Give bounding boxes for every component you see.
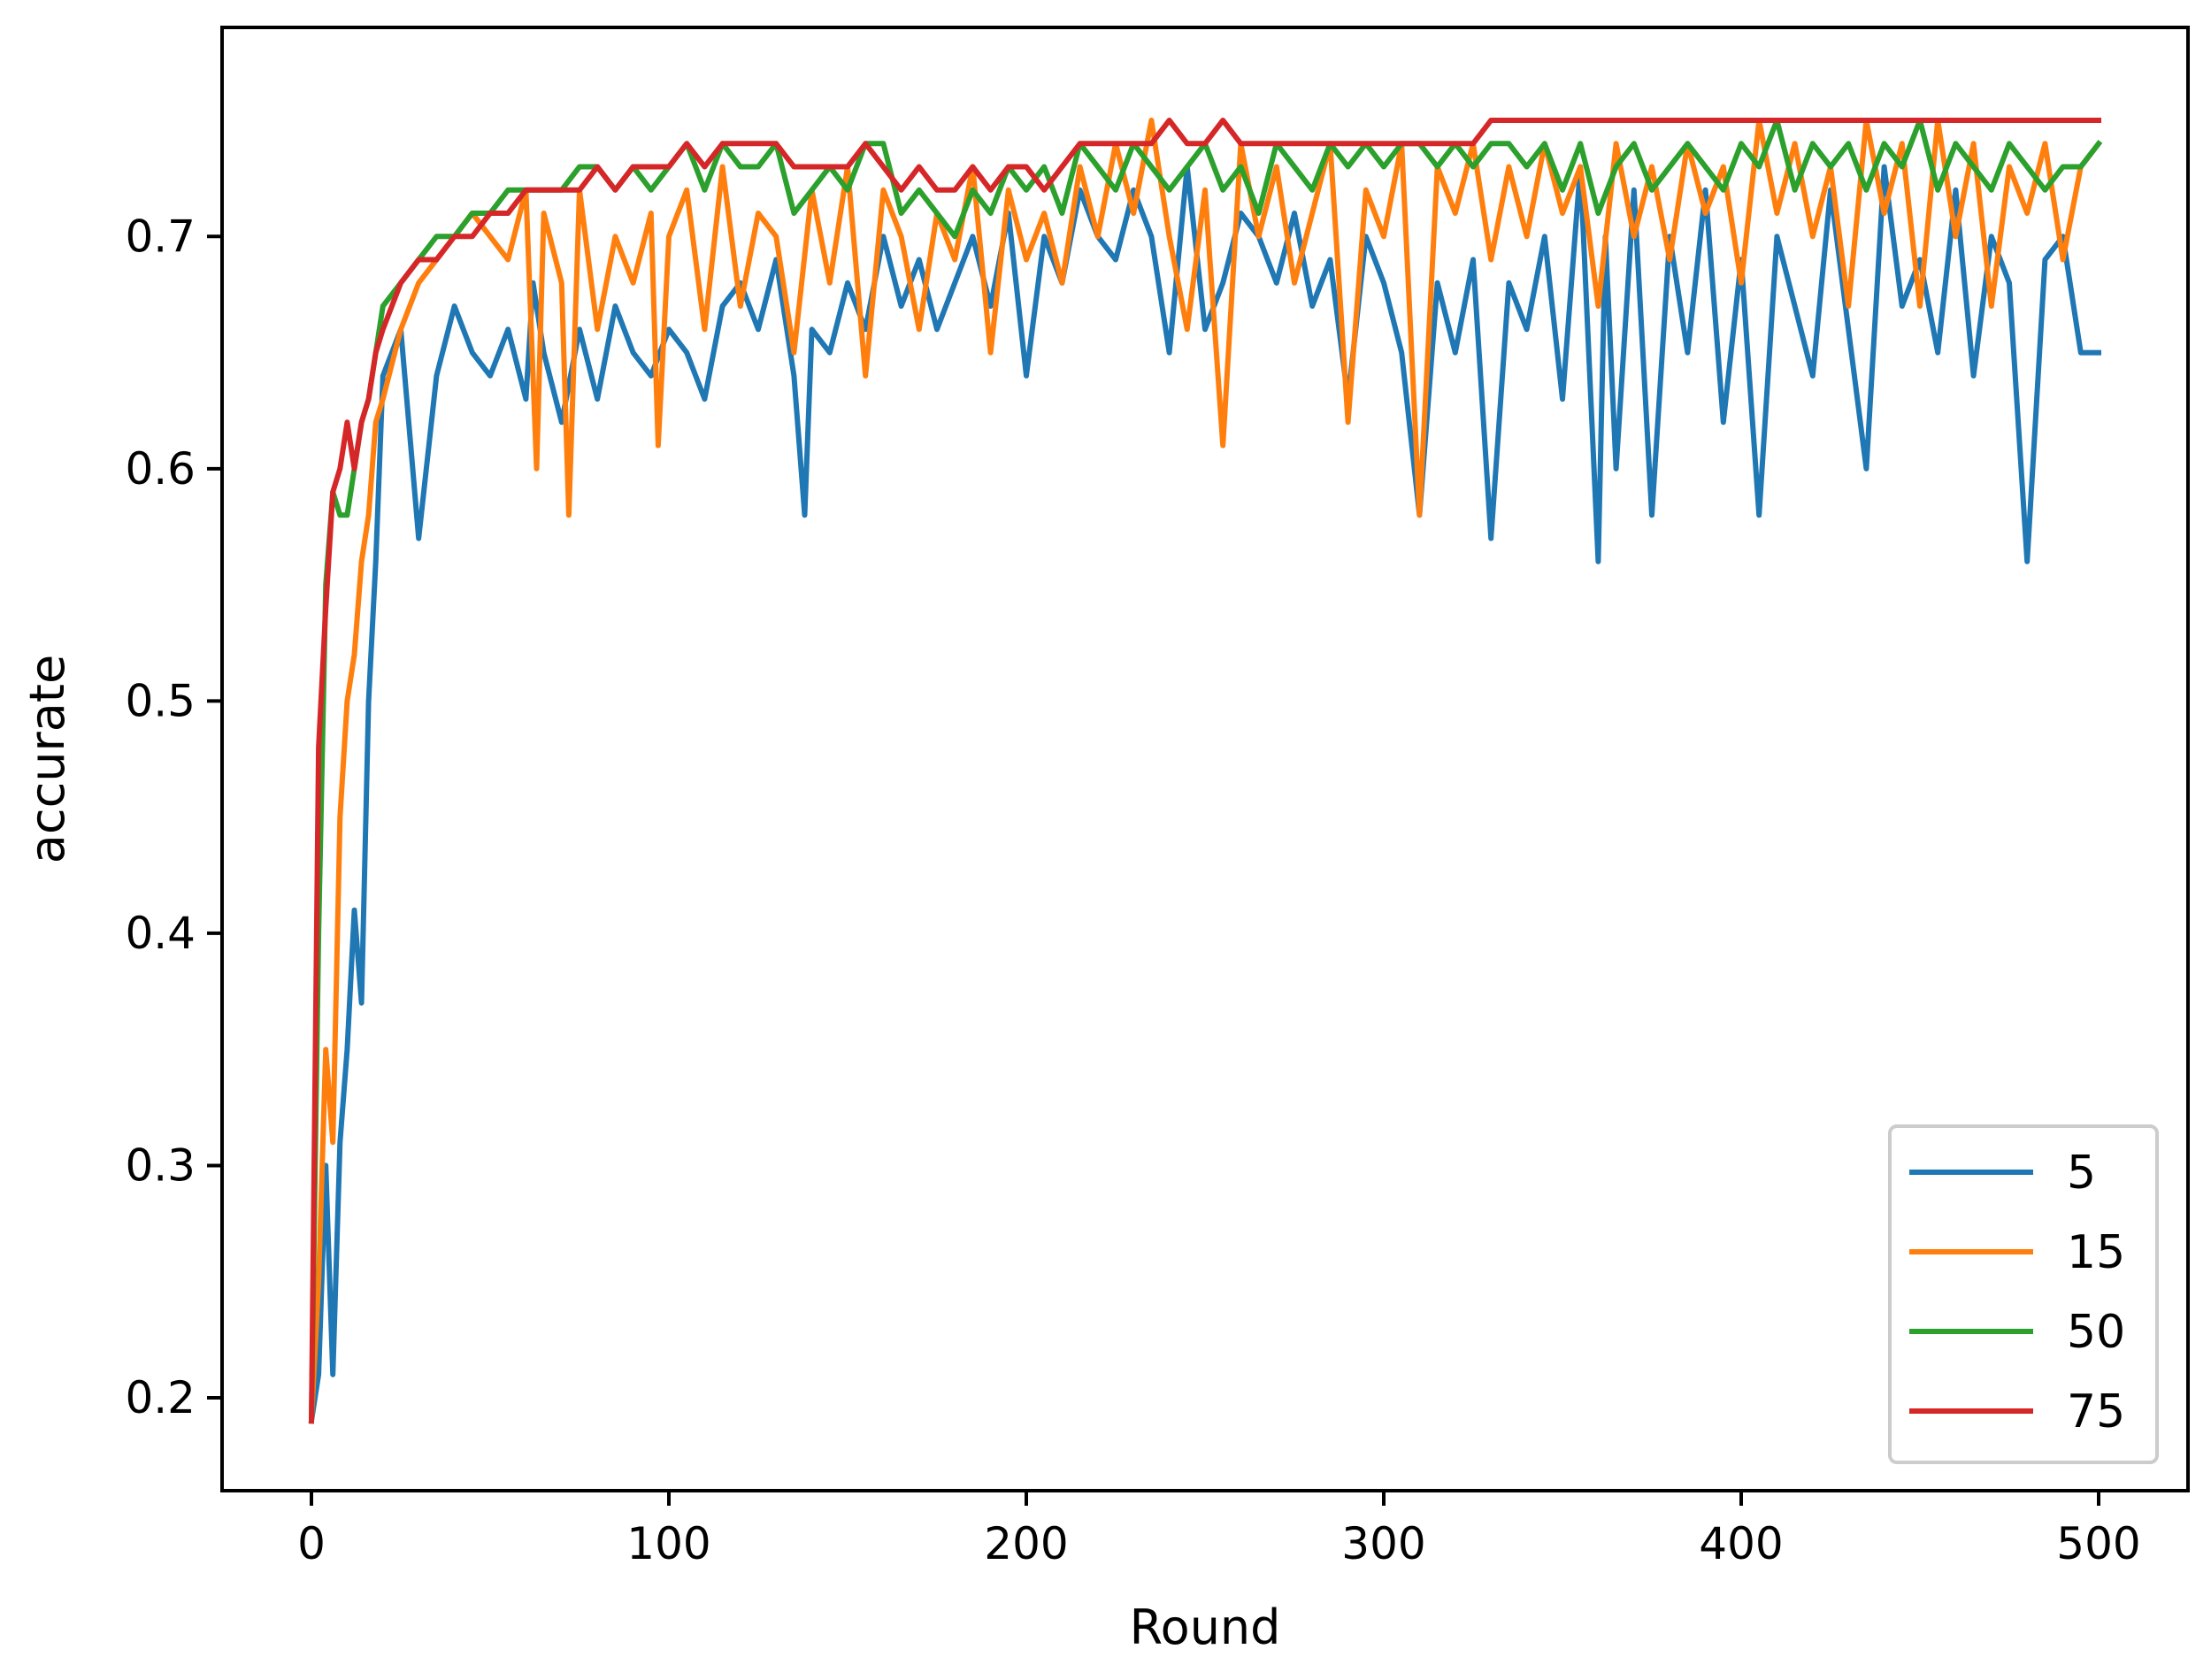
y-tick-label: 0.4 [125, 908, 196, 959]
x-tick-label: 500 [2056, 1518, 2140, 1569]
legend-label-50: 50 [2067, 1306, 2125, 1359]
legend: 5 15 50 75 [1888, 1124, 2159, 1464]
y-tick-label: 0.3 [125, 1139, 196, 1191]
x-axis: 0 100 200 300 400 500 [297, 1491, 2141, 1569]
x-tick-label: 0 [297, 1518, 326, 1569]
legend-label-15: 15 [2067, 1226, 2125, 1279]
y-tick-label: 0.5 [125, 675, 196, 726]
plot-area-frame [220, 26, 2190, 1492]
y-axis: 0.2 0.3 0.4 0.5 0.6 0.7 [125, 211, 222, 1423]
x-tick-label: 100 [626, 1518, 710, 1569]
y-axis-title: accurate [19, 655, 75, 863]
y-tick-label: 0.2 [125, 1372, 196, 1423]
x-axis-title: Round [1130, 1599, 1281, 1655]
legend-label-75: 75 [2067, 1385, 2125, 1438]
series-line-75 [308, 118, 2101, 1424]
x-tick-label: 200 [984, 1518, 1068, 1569]
y-tick-label: 0.6 [125, 443, 196, 495]
legend-box [1888, 1124, 2159, 1464]
x-tick-label: 400 [1699, 1518, 1783, 1569]
y-tick-label: 0.7 [125, 211, 196, 262]
series-line-5 [308, 164, 2101, 1424]
x-tick-label: 300 [1341, 1518, 1425, 1569]
series-lines [308, 118, 2103, 1424]
legend-label-5: 5 [2067, 1147, 2096, 1200]
series-line-50 [308, 118, 2103, 1424]
series-line-15 [308, 118, 2103, 1424]
